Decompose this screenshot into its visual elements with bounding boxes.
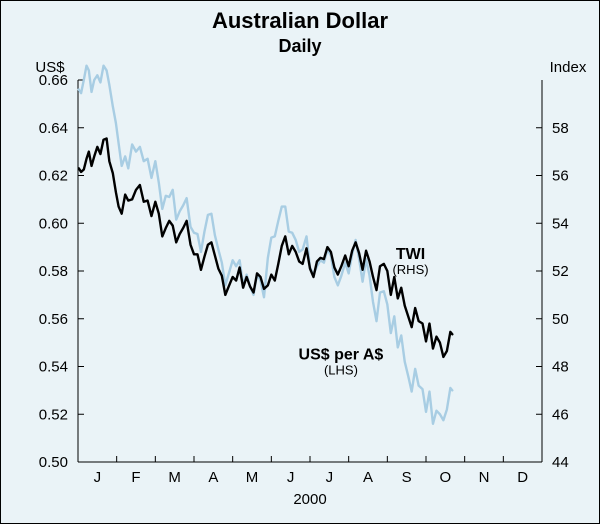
y-left-label: US$ xyxy=(35,59,65,76)
series-sublabel: (RHS) xyxy=(392,262,428,277)
xtick-label: D xyxy=(517,469,528,486)
xtick-label: O xyxy=(439,469,451,486)
ytick-right-label: 56 xyxy=(552,168,569,185)
series-label: US$ per A$ xyxy=(299,346,384,363)
xtick-label: F xyxy=(131,469,140,486)
xtick-label: J xyxy=(326,469,334,486)
ytick-left-label: 0.54 xyxy=(39,359,68,376)
xtick-label: S xyxy=(402,469,412,486)
xtick-label: J xyxy=(287,469,295,486)
ytick-right-label: 44 xyxy=(552,454,569,471)
chart-title: Australian Dollar xyxy=(212,8,388,33)
ytick-left-label: 0.52 xyxy=(39,406,68,423)
ytick-right-label: 48 xyxy=(552,359,569,376)
xtick-label: J xyxy=(94,469,102,486)
ytick-right-label: 46 xyxy=(552,406,569,423)
xtick-label: A xyxy=(363,469,373,486)
ytick-right-label: 52 xyxy=(552,263,569,280)
chart-container: Australian Dollar Daily 0.50 0.52 0.54 0.56 0.… xyxy=(0,0,600,524)
xtick-label: M xyxy=(168,469,181,486)
ytick-left-label: 0.62 xyxy=(39,168,68,185)
ytick-right-label: 54 xyxy=(552,215,569,232)
xtick-label: M xyxy=(246,469,259,486)
ytick-left-label: 0.50 xyxy=(39,454,68,471)
xtick-label: N xyxy=(479,469,490,486)
ytick-left-label: 0.56 xyxy=(39,311,68,328)
ytick-left-label: 0.58 xyxy=(39,263,68,280)
ytick-right-label: 58 xyxy=(552,120,569,137)
y-right-label: Index xyxy=(550,59,587,76)
chart-svg: Australian Dollar Daily 0.50 0.52 0.54 0.56 0.… xyxy=(0,0,600,524)
ytick-left-label: 0.64 xyxy=(39,120,68,137)
xtick-label: A xyxy=(208,469,218,486)
series-sublabel: (LHS) xyxy=(324,362,358,377)
ytick-left-label: 0.60 xyxy=(39,215,68,232)
ytick-right-label: 50 xyxy=(552,311,569,328)
x-year-label: 2000 xyxy=(293,491,326,508)
chart-subtitle: Daily xyxy=(278,36,321,56)
series-label: TWI xyxy=(396,246,425,263)
